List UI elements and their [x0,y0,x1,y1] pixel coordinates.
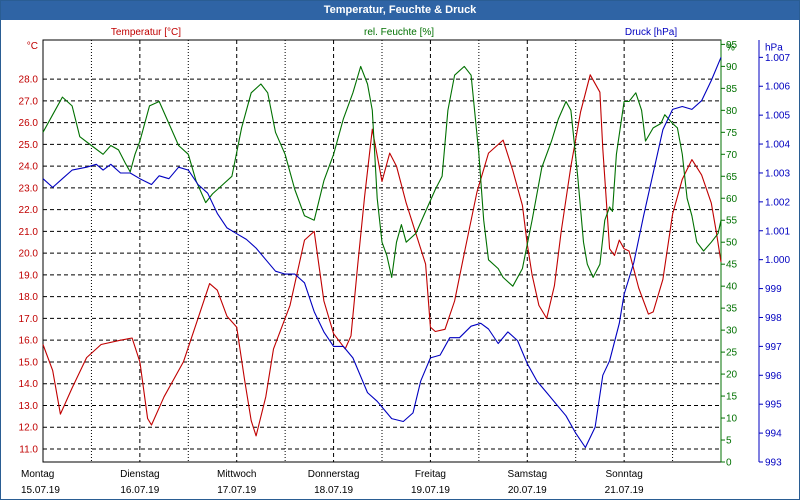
temperature-tick-label: 20.0 [19,249,39,260]
day-label: Sonntag [606,469,643,480]
humidity-tick-label: 5 [726,436,732,447]
pressure-tick-label: 996 [765,371,782,382]
day-label: Montag [21,469,54,480]
axes [42,39,763,463]
legend-temperature: Temperatur [°C] [111,27,181,38]
pressure-tick-label: 994 [765,429,782,440]
humidity-tick-label: 85 [726,84,738,95]
day-label: Mittwoch [217,469,256,480]
humidity-tick-label: 0 [726,458,732,469]
pressure-tick-label: 1.002 [765,197,790,208]
pressure-tick-label: 1.004 [765,140,790,151]
pressure-tick-label: 998 [765,313,782,324]
window-title: Temperatur, Feuchte & Druck [1,1,799,20]
humidity-tick-label: 50 [726,238,738,249]
grid [43,40,721,462]
humidity-tick-label: 95 [726,40,738,51]
temperature-tick-label: 28.0 [19,75,39,86]
humidity-tick-label: 30 [726,326,738,337]
legend-humidity: rel. Feuchte [%] [364,27,434,38]
date-label: 16.07.19 [120,485,159,496]
humidity-tick-label: 90 [726,62,738,73]
temperature-axis-unit: °C [27,41,38,52]
humidity-tick-label: 40 [726,282,738,293]
humidity-tick-label: 15 [726,392,738,403]
temperature-tick-label: 11.0 [19,444,38,455]
pressure-tick-label: 1.003 [765,168,790,179]
temperature-tick-label: 15.0 [19,357,39,368]
series-line-pressure [42,57,722,449]
day-label: Donnerstag [308,469,360,480]
humidity-tick-label: 45 [726,260,738,271]
date-label: 18.07.19 [314,485,353,496]
pressure-tick-label: 1.006 [765,82,790,93]
pressure-tick-label: 993 [765,458,782,469]
temperature-tick-label: 26.0 [19,118,39,129]
date-label: 21.07.19 [605,485,644,496]
temperature-tick-label: 24.0 [19,162,39,173]
pressure-tick-label: 997 [765,342,782,353]
pressure-tick-label: 999 [765,284,782,295]
temperature-tick-label: 21.0 [19,227,39,238]
temperature-tick-label: 17.0 [19,314,39,325]
temperature-tick-label: 23.0 [19,183,39,194]
humidity-tick-label: 35 [726,304,738,315]
humidity-tick-label: 70 [726,150,738,161]
humidity-tick-label: 20 [726,370,738,381]
humidity-tick-label: 75 [726,128,738,139]
date-label: 19.07.19 [411,485,450,496]
pressure-tick-label: 1.007 [765,53,790,64]
legend-pressure: Druck [hPa] [625,27,677,38]
temperature-tick-label: 25.0 [19,140,39,151]
humidity-tick-label: 80 [726,106,738,117]
humidity-tick-label: 10 [726,414,738,425]
humidity-tick-label: % [726,43,735,54]
temperature-tick-label: 19.0 [19,270,39,281]
day-label: Freitag [415,469,446,480]
pressure-tick-label: 1.005 [765,111,790,122]
pressure-tick-label: hPa [765,43,783,54]
day-label: Dienstag [120,469,159,480]
pressure-tick-label: 995 [765,400,782,411]
pressure-tick-label: 1.000 [765,255,790,266]
humidity-tick-label: 60 [726,194,738,205]
date-label: 15.07.19 [21,485,60,496]
temperature-tick-label: 13.0 [19,401,39,412]
date-label: 17.07.19 [217,485,256,496]
humidity-tick-label: 65 [726,172,738,183]
temperature-tick-label: 18.0 [19,292,39,303]
date-label: 20.07.19 [508,485,547,496]
series-line-temperature [42,74,722,437]
humidity-tick-label: 55 [726,216,738,227]
temperature-tick-label: 12.0 [19,423,39,434]
day-label: Samstag [508,469,547,480]
temperature-tick-label: 27.0 [19,96,39,107]
pressure-tick-label: 1.001 [765,226,790,237]
axis-labels: °C 11.0 12.0 13.0 14.0 15.0 16.0 17.0 18.0 19.0 20… [19,27,791,496]
temperature-tick-label: 14.0 [19,379,39,390]
humidity-tick-label: 25 [726,348,738,359]
series-lines [42,57,722,449]
series-line-humidity [42,65,722,287]
temperature-tick-label: 22.0 [19,205,39,216]
temperature-tick-label: 16.0 [19,336,39,347]
